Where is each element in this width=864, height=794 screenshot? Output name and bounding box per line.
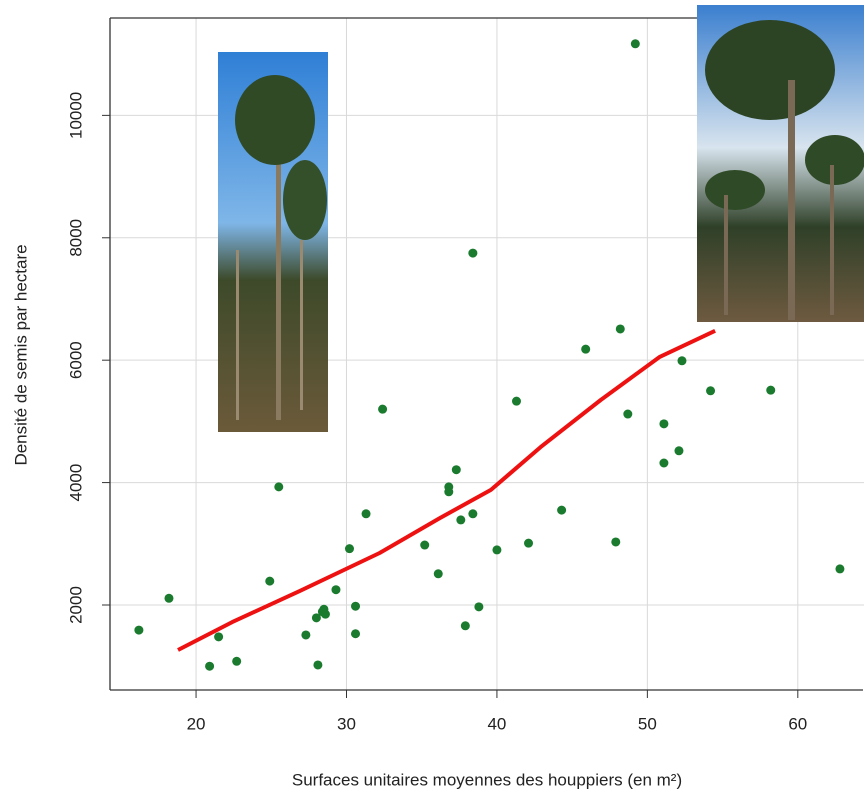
fitted-curve <box>177 328 716 652</box>
x-axis-label: Surfaces unitaires moyennes des houppier… <box>292 770 682 789</box>
data-point <box>420 540 430 550</box>
data-point <box>835 564 845 574</box>
data-point <box>232 656 242 666</box>
data-point <box>205 661 215 671</box>
data-point <box>331 585 341 595</box>
data-point <box>351 629 361 639</box>
data-point <box>706 386 716 396</box>
data-point <box>492 545 502 555</box>
data-point <box>511 396 521 406</box>
y-tick-label: 8000 <box>66 219 85 257</box>
photo-left <box>218 52 328 432</box>
data-point <box>214 632 224 642</box>
data-point <box>361 509 371 519</box>
x-tick-label: 20 <box>187 714 206 733</box>
data-point <box>615 324 625 334</box>
data-point <box>313 660 323 670</box>
x-tick-label: 30 <box>337 714 356 733</box>
data-point <box>274 482 284 492</box>
photo-right <box>697 5 864 322</box>
data-point <box>468 509 478 519</box>
data-point <box>311 613 321 623</box>
data-point <box>474 602 484 612</box>
data-point <box>164 593 174 603</box>
data-point <box>351 601 361 611</box>
x-tick-label: 40 <box>487 714 506 733</box>
data-point <box>460 621 470 631</box>
data-point <box>659 419 669 429</box>
data-point <box>378 404 388 414</box>
data-point <box>659 458 669 468</box>
data-point <box>766 385 776 395</box>
data-point <box>581 344 591 354</box>
data-point <box>623 409 633 419</box>
data-point <box>677 356 687 366</box>
data-point <box>301 630 311 640</box>
y-axis-label: Densité de semis par hectare <box>11 244 30 465</box>
y-tick-label: 2000 <box>66 586 85 624</box>
data-point <box>444 487 454 497</box>
y-tick-label: 10000 <box>66 92 85 139</box>
data-point <box>468 248 478 258</box>
data-point <box>630 39 640 49</box>
data-point <box>134 625 144 635</box>
y-tick-label: 6000 <box>66 341 85 379</box>
data-point <box>344 544 354 554</box>
x-tick-label: 50 <box>638 714 657 733</box>
data-point <box>557 505 567 515</box>
data-point <box>320 609 330 619</box>
data-point <box>451 465 461 475</box>
data-point <box>433 569 443 579</box>
data-point <box>524 538 534 548</box>
data-point <box>611 537 621 547</box>
data-point <box>456 515 466 525</box>
x-tick-label: 60 <box>788 714 807 733</box>
y-tick-label: 4000 <box>66 464 85 502</box>
data-point <box>265 576 275 586</box>
data-point <box>674 446 684 456</box>
